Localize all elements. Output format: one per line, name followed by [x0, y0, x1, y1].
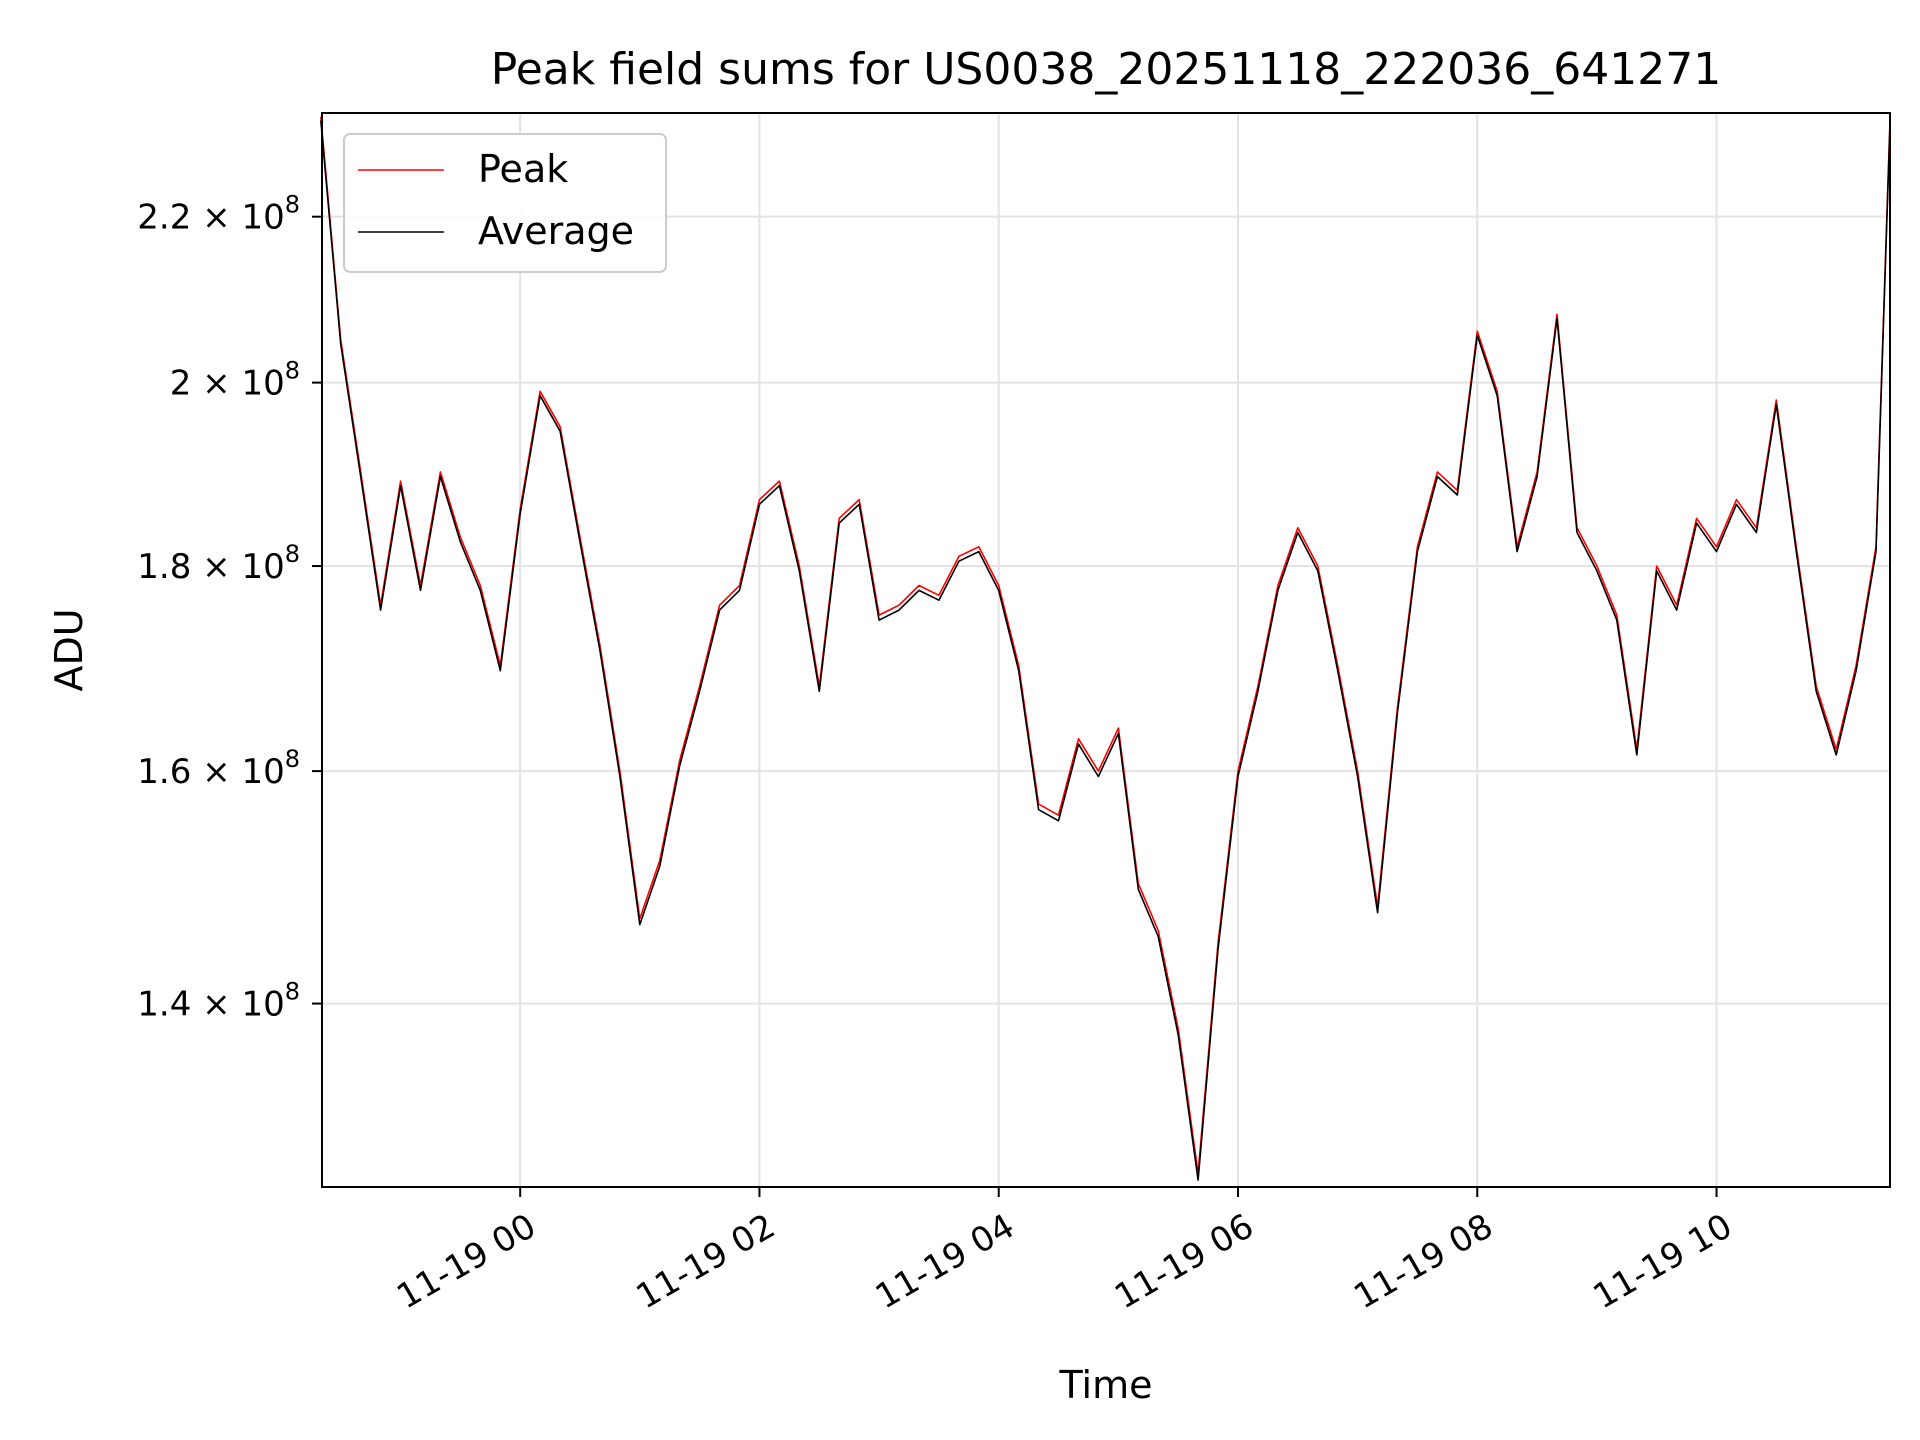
series-line-average — [320, 120, 1891, 1181]
y-axis-label: ADU — [47, 608, 91, 691]
y-tick-label: 2.2 × 108 — [137, 191, 300, 238]
legend-box — [343, 133, 667, 273]
grid-lines — [322, 113, 1890, 1187]
y-tick-label: 1.4 × 108 — [137, 978, 300, 1025]
x-axis-label: Time — [1059, 1363, 1153, 1407]
legend: Peak Average — [343, 133, 667, 273]
y-tick-label: 2 × 108 — [170, 357, 300, 404]
y-axis-ticks: 1.4 × 108 1.6 × 108 1.8 × 108 2 × 108 2.2 × … — [137, 191, 322, 1025]
chart-title: Peak field sums for US0038_20251118_2220… — [491, 44, 1721, 95]
y-tick-label: 1.8 × 108 — [137, 540, 300, 587]
series-layer — [320, 116, 1891, 1181]
legend-label-average: Average — [478, 209, 634, 253]
legend-label-peak: Peak — [478, 147, 568, 191]
y-tick-label: 1.6 × 108 — [137, 745, 300, 792]
plot-frame — [321, 112, 1891, 1188]
